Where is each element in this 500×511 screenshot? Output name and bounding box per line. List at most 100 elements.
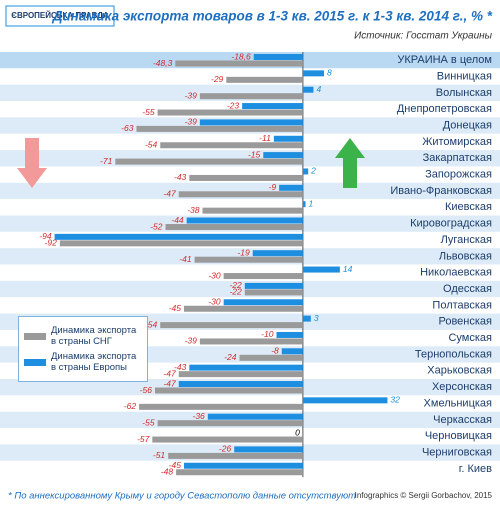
bar [223, 273, 303, 280]
category-label: Черниговская [422, 446, 492, 458]
value-label: -39 [185, 336, 198, 346]
value-label: -47 [163, 368, 176, 378]
bar [302, 86, 314, 93]
value-label: -48,3 [153, 58, 173, 68]
row-band [0, 133, 500, 151]
value-label: -19 [237, 247, 250, 257]
bar [239, 354, 303, 361]
row-band [0, 379, 500, 396]
bar [302, 315, 311, 322]
row-band [0, 297, 500, 314]
logo-box [5, 5, 115, 27]
value-label: -62 [124, 401, 137, 411]
value-label: -54 [145, 319, 158, 329]
chart-title: Динамика экспорта товаров в 1-3 кв. 2015… [52, 9, 493, 24]
bar [154, 387, 303, 394]
value-label: -94 [39, 231, 52, 241]
row-band [0, 444, 500, 461]
category-label: Киевская [445, 201, 492, 213]
category-label: Черновицкая [425, 430, 492, 442]
value-label: -23 [227, 100, 240, 110]
bar [157, 109, 303, 116]
row-band [0, 248, 500, 265]
bar [242, 103, 303, 110]
value-label: -55 [142, 417, 155, 427]
value-label: 14 [343, 264, 353, 274]
category-label: Николаевская [420, 267, 492, 279]
value-label: -57 [137, 434, 150, 444]
value-label: -52 [150, 221, 163, 231]
value-label: 3 [314, 313, 319, 323]
row-band [0, 84, 500, 102]
bar [276, 331, 303, 338]
value-label: -30 [208, 270, 221, 280]
category-label: г. Киев [459, 463, 492, 475]
bar [160, 322, 303, 329]
category-label: Донецкая [443, 119, 492, 131]
row-band [0, 199, 500, 216]
up-arrow [335, 138, 365, 188]
bar [184, 462, 303, 469]
legend-label: Динамика экспорта в страны Европы [51, 351, 137, 373]
bar [160, 142, 303, 149]
category-label: Луганская [441, 234, 492, 246]
value-label: -24 [224, 352, 237, 362]
value-label: 2 [310, 166, 316, 176]
bar [194, 256, 303, 263]
category-label: Волынская [436, 87, 492, 99]
category-label: Черкасская [433, 414, 492, 426]
down-arrow [17, 138, 47, 188]
row-band [0, 215, 500, 232]
bar [302, 266, 340, 273]
legend-item: Динамика экспорта в страны Европы [24, 351, 142, 373]
legend-swatch [24, 332, 46, 340]
value-label: -43 [174, 362, 187, 372]
legend: Динамика экспорта в страны СНГ Динамика э… [18, 316, 148, 382]
category-label: Житомирская [422, 136, 492, 148]
category-label: Закарпатская [423, 152, 492, 164]
value-label: -10 [261, 329, 274, 339]
category-label: Запорожская [425, 169, 492, 181]
value-label: -55 [142, 107, 155, 117]
value-label: -44 [171, 215, 184, 225]
bar [136, 125, 303, 132]
bar [263, 152, 303, 159]
value-label: -11 [259, 133, 271, 143]
category-label: Одесская [443, 283, 492, 295]
category-label: Ивано-Франковская [390, 185, 492, 197]
bar [184, 305, 303, 312]
row-band [0, 280, 500, 298]
value-label: 8 [327, 68, 332, 78]
category-label: Кировоградская [410, 218, 492, 230]
bar [302, 70, 325, 77]
row-band [0, 166, 500, 183]
row-band [0, 117, 500, 134]
value-label: -71 [100, 156, 113, 166]
value-label: -56 [140, 385, 153, 395]
value-label: -15 [248, 149, 261, 159]
row-band [0, 264, 500, 281]
credit: Infographics © Sergii Gorbachov, 2015 [355, 491, 493, 500]
bar [273, 135, 303, 142]
value-label: -39 [185, 117, 198, 127]
category-label: Полтавская [432, 299, 492, 311]
bar [178, 191, 303, 198]
bar [279, 184, 303, 191]
category-label: Винницкая [437, 70, 492, 82]
value-label: -22 [229, 280, 242, 290]
value-label: 4 [316, 84, 321, 94]
footnote: * По аннексированному Крыму и городу Сев… [8, 491, 356, 502]
bar [189, 364, 303, 371]
value-label: -38 [187, 205, 200, 215]
value-label: -54 [145, 140, 158, 150]
value-label: -47 [163, 378, 176, 388]
bar [199, 119, 303, 126]
bar [189, 174, 303, 181]
legend-label: Динамика экспорта в страны СНГ [51, 325, 137, 347]
category-label: Хмельницкая [424, 397, 492, 409]
value-label: -8 [271, 346, 279, 356]
category-label: Тернопольская [415, 348, 492, 360]
bar [165, 224, 303, 230]
